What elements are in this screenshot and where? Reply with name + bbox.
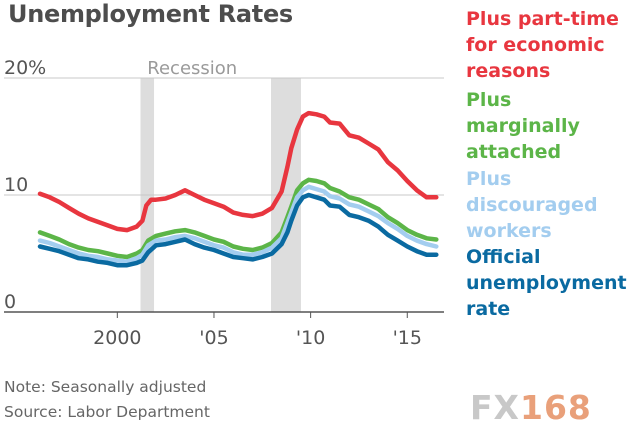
series-lines [37,110,439,268]
watermark-logo: FX168 [470,388,592,427]
recession-label: Recession [147,58,237,79]
x-tick-label-2000: 2000 [93,327,141,349]
legend-official-rate: Official unemployment rate [466,246,627,320]
series-line-0 [37,110,439,233]
y-tick-label-0: 0 [4,291,16,313]
source-text: Source: Labor Department [4,403,210,421]
x-tick-label-2005: '05 [199,327,228,349]
x-tick-label-2010: '10 [296,327,325,349]
chart-title: Unemployment Rates [8,0,293,28]
series-line-3 [37,192,439,268]
series-line-1 [37,177,439,260]
legend-part-time: Plus part-time for economic reasons [466,8,619,82]
x-tick-label-2015: '15 [393,327,422,349]
y-tick-label-10: 10 [4,174,28,196]
legend-discouraged-workers: Plus discouraged workers [466,168,598,242]
gridlines [4,77,444,313]
y-tick-label-20: 20% [4,57,46,79]
note-text: Note: Seasonally adjusted [4,378,207,396]
recession-bands: Recession [140,58,301,312]
x-axis-ticks: 2000 '05 '10 '15 [93,312,422,349]
watermark-suffix: 168 [520,388,592,427]
series-line-2 [37,184,439,264]
watermark-prefix: FX [470,388,520,427]
y-axis-ticks: 0 10 20% [4,57,46,313]
legend-marginally-attached: Plus marginally attached [466,89,580,163]
